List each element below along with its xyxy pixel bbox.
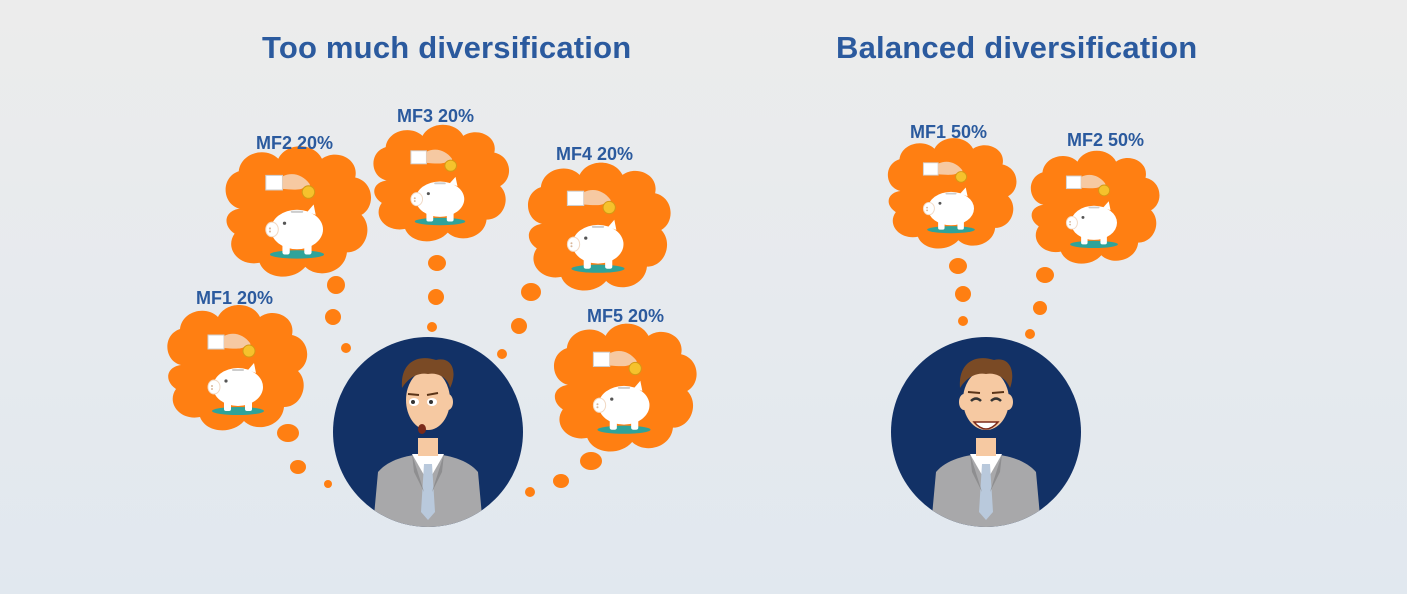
thought-cloud-icon (167, 305, 308, 431)
fund-name: MF3 (397, 106, 433, 126)
fund-share: 50% (1108, 130, 1145, 150)
fund-name: MF5 (587, 306, 623, 326)
fund-name: MF2 (256, 133, 292, 153)
fund-label-mf5: MF5 20% (587, 306, 664, 327)
fund-share: 50% (951, 122, 988, 142)
thought-cloud-icon (887, 138, 1017, 249)
fund-name: MF1 (196, 288, 232, 308)
fund-share: 20% (297, 133, 334, 153)
businessman-avatar-icon (333, 337, 523, 527)
fund-label-mf1-balanced: MF1 50% (910, 122, 987, 143)
left-thought-trails (277, 255, 602, 497)
thought-cloud-icon (373, 124, 510, 242)
fund-label-mf1: MF1 20% (196, 288, 273, 309)
fund-label-mf2-balanced: MF2 50% (1067, 130, 1144, 151)
fund-share: 20% (237, 288, 274, 308)
fund-name: MF2 (1067, 130, 1103, 150)
fund-label-mf4: MF4 20% (556, 144, 633, 165)
fund-share: 20% (597, 144, 634, 164)
thought-cloud-icon (225, 146, 372, 277)
thought-cloud-icon (1030, 150, 1160, 264)
fund-name: MF1 (910, 122, 946, 142)
businessman-avatar-icon (891, 337, 1081, 527)
thought-cloud-icon (527, 162, 671, 291)
fund-name: MF4 (556, 144, 592, 164)
thought-cloud-icon (553, 323, 697, 452)
panel-title-balanced: Balanced diversification (836, 30, 1198, 65)
right-thought-trails (949, 258, 1054, 339)
fund-share: 20% (438, 106, 475, 126)
panel-title-too-much: Too much diversification (262, 30, 632, 65)
fund-label-mf3: MF3 20% (397, 106, 474, 127)
fund-label-mf2: MF2 20% (256, 133, 333, 154)
fund-share: 20% (628, 306, 665, 326)
